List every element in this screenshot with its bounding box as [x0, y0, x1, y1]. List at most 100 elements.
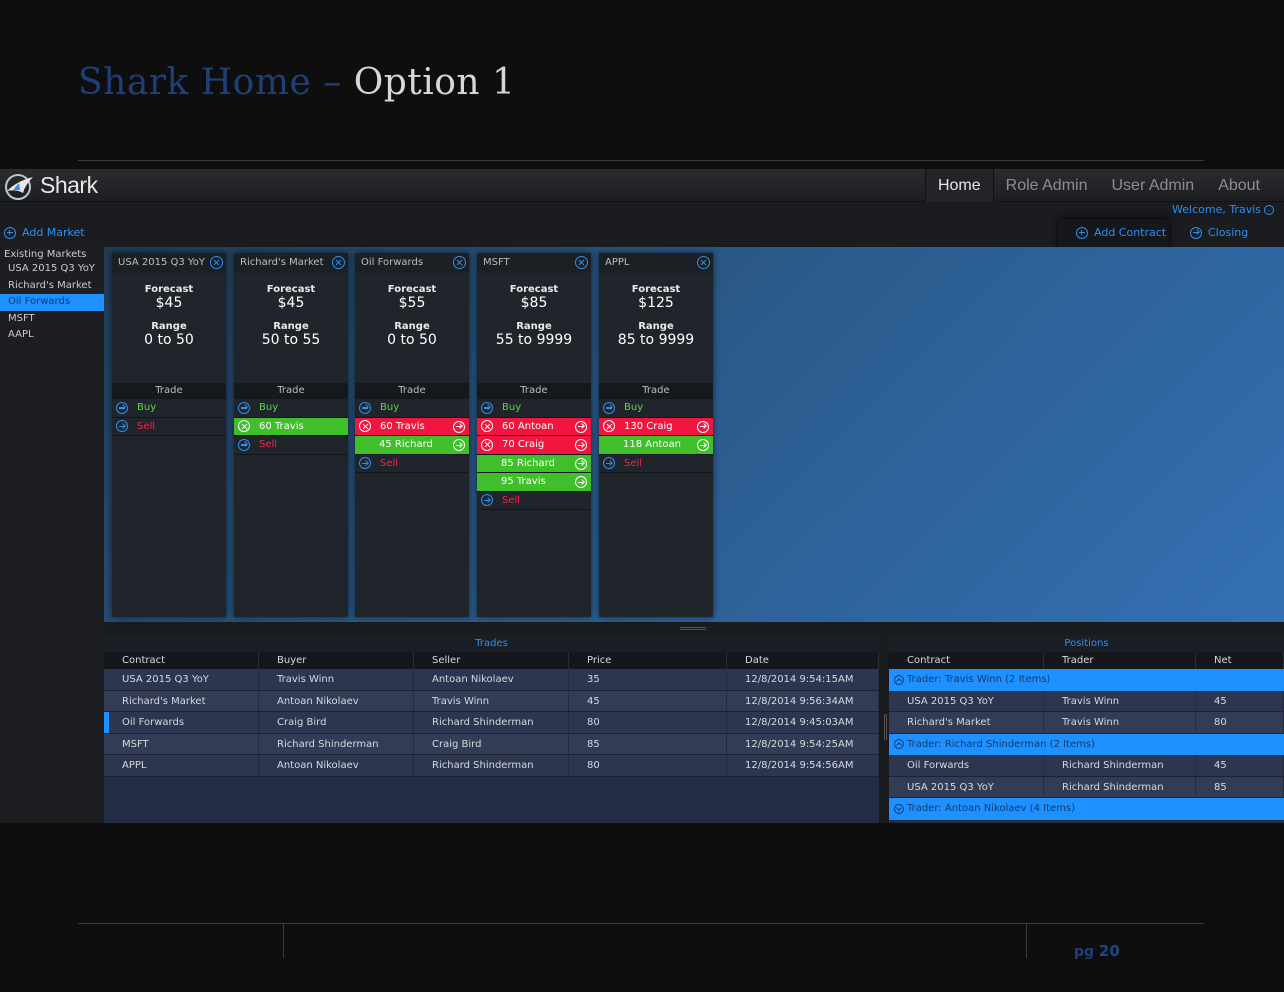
sell-label: Sell — [380, 457, 399, 469]
cancel-circle-icon[interactable] — [481, 420, 493, 433]
table-cell: Antoan Nikolaev — [259, 755, 414, 776]
bid-order-row[interactable]: 70 Craig — [477, 436, 591, 455]
table-row[interactable]: MSFT Richard Shinderman Craig Bird 85 12/8/2… — [104, 733, 879, 755]
arrow-right-circle-icon[interactable] — [575, 457, 587, 470]
sidebar-item[interactable]: Oil Forwards — [0, 294, 104, 311]
offer-order-row[interactable]: 85 Richard — [477, 454, 591, 473]
bid-order-row[interactable]: 60 Travis — [355, 417, 469, 436]
trades-column-header[interactable]: Contract — [104, 652, 259, 669]
close-circle-icon[interactable] — [453, 256, 466, 269]
table-cell: APPL — [104, 755, 259, 776]
nav-user-admin[interactable]: User Admin — [1111, 177, 1195, 194]
offer-order-row[interactable]: 45 Richard — [355, 436, 469, 455]
buy-label: Buy — [137, 402, 157, 414]
trade-header: Trade — [234, 383, 348, 399]
market-card: Oil Forwards Forecast $55 Range 0 to 50 Trade… — [355, 253, 469, 617]
table-row[interactable]: APPL Antoan Nikolaev Richard Shinderman 80 1… — [104, 755, 879, 777]
trades-column-header[interactable]: Seller — [414, 652, 569, 669]
market-card: USA 2015 Q3 YoY Forecast $45 Range 0 to 50 Tr… — [112, 253, 226, 617]
sidebar-item[interactable]: AAPL — [8, 329, 34, 340]
trader-group-header[interactable]: Trader: Antoan Nikolaev (4 Items) — [889, 798, 1284, 820]
page-number: pg 20 — [1074, 942, 1120, 960]
welcome-menu[interactable]: Welcome, Travis — [1172, 203, 1274, 216]
table-cell: 80 — [569, 755, 727, 776]
positions-column-header[interactable]: Net — [1196, 652, 1284, 669]
range-label: Range — [516, 321, 552, 332]
cancel-circle-icon[interactable] — [238, 420, 250, 433]
sell-button[interactable]: Sell — [234, 436, 348, 455]
trades-column-header[interactable]: Price — [569, 652, 727, 669]
offer-order-row[interactable]: 95 Travis — [477, 473, 591, 492]
trades-body: USA 2015 Q3 YoY Travis Winn Antoan Nikolae… — [104, 669, 879, 777]
sell-button[interactable]: Sell — [112, 418, 226, 436]
table-row[interactable]: Richard's Market Travis Winn 80 — [889, 712, 1284, 734]
closing-button[interactable]: Closing — [1190, 226, 1248, 239]
table-cell: Craig Bird — [259, 712, 414, 733]
arrow-right-circle-icon[interactable] — [575, 439, 587, 451]
positions-column-header[interactable]: Contract — [889, 652, 1044, 669]
table-row[interactable]: Oil Forwards Craig Bird Richard Shinderman… — [104, 712, 879, 734]
positions-column-header[interactable]: Trader — [1044, 652, 1196, 669]
market-name: Oil Forwards — [361, 257, 424, 268]
nav-home[interactable]: Home — [924, 169, 994, 202]
cancel-circle-icon[interactable] — [603, 420, 615, 433]
close-circle-icon[interactable] — [332, 256, 345, 269]
close-circle-icon[interactable] — [210, 256, 223, 269]
arrow-right-circle-icon[interactable] — [697, 439, 709, 451]
table-cell: Richard Shinderman — [1044, 776, 1196, 797]
top-bar: Shark Home Role Admin User Admin About W… — [0, 169, 1284, 216]
table-row[interactable]: Oil Forwards Richard Shinderman 45 — [889, 755, 1284, 777]
arrow-right-circle-icon[interactable] — [575, 476, 587, 488]
buy-button[interactable]: Buy — [234, 399, 348, 418]
nav-role-admin[interactable]: Role Admin — [1005, 177, 1088, 194]
table-row[interactable]: USA 2015 Q3 YoY Travis Winn 45 — [889, 690, 1284, 712]
nav-about[interactable]: About — [1218, 177, 1260, 194]
arrow-right-circle-icon[interactable] — [575, 420, 587, 433]
sidebar-item[interactable]: Richard's Market — [8, 279, 92, 291]
arrow-right-circle-icon — [603, 401, 615, 414]
close-circle-icon[interactable] — [697, 256, 710, 269]
cancel-circle-icon[interactable] — [359, 420, 371, 433]
table-cell: 12/8/2014 9:54:25AM — [727, 733, 879, 754]
buy-button[interactable]: Buy — [112, 399, 226, 418]
offer-order-row[interactable]: 118 Antoan — [599, 436, 713, 455]
arrow-right-circle-icon[interactable] — [697, 420, 709, 433]
trader-group-label: Trader: Antoan Nikolaev (4 Items) — [907, 803, 1076, 814]
add-market-button[interactable]: Add Market — [4, 226, 85, 239]
trader-group-header[interactable]: Trader: Richard Shinderman (2 Items) — [889, 733, 1284, 755]
order-label: 45 Richard — [379, 439, 433, 451]
sidebar-item[interactable]: MSFT — [8, 312, 35, 324]
table-row[interactable]: Richard's Market Antoan Nikolaev Travis Wi… — [104, 690, 879, 712]
vertical-splitter-handle[interactable] — [884, 714, 887, 740]
range-label: Range — [273, 321, 309, 332]
buy-button[interactable]: Buy — [355, 399, 469, 418]
add-contract-button[interactable]: Add Contract — [1076, 226, 1166, 239]
bid-order-row[interactable]: 130 Craig — [599, 417, 713, 436]
market-board: USA 2015 Q3 YoY Forecast $45 Range 0 to 50 Tr… — [104, 247, 1284, 622]
forecast-label: Forecast — [631, 284, 681, 295]
trades-column-header[interactable]: Date — [727, 652, 879, 669]
arrow-right-circle-icon[interactable] — [453, 439, 465, 451]
trader-group-header[interactable]: Trader: Travis Winn (2 Items) — [889, 669, 1284, 691]
horizontal-splitter-handle[interactable] — [680, 627, 706, 630]
own-offer-row[interactable]: 60 Travis — [234, 417, 348, 436]
close-circle-icon[interactable] — [575, 256, 588, 269]
trades-column-header[interactable]: Buyer — [259, 652, 414, 669]
arrow-right-circle-icon — [238, 438, 250, 451]
buy-button[interactable]: Buy — [599, 399, 713, 418]
market-card: Richard's Market Forecast $45 Range 50 to 55… — [234, 253, 348, 617]
forecast-label: Forecast — [387, 284, 437, 295]
arrow-right-circle-icon[interactable] — [453, 420, 465, 433]
sell-button[interactable]: Sell — [477, 492, 591, 510]
arrow-right-circle-icon — [238, 401, 250, 414]
table-row[interactable]: USA 2015 Q3 YoY Richard Shinderman 85 — [889, 776, 1284, 798]
arrow-right-circle-icon — [116, 401, 128, 414]
table-row[interactable]: USA 2015 Q3 YoY Travis Winn Antoan Nikolae… — [104, 669, 879, 691]
arrow-right-circle-icon — [359, 401, 371, 414]
bid-order-row[interactable]: 60 Antoan — [477, 417, 591, 436]
buy-button[interactable]: Buy — [477, 399, 591, 418]
sell-button[interactable]: Sell — [355, 455, 469, 473]
sidebar-item[interactable]: USA 2015 Q3 YoY — [8, 263, 95, 274]
cancel-circle-icon[interactable] — [481, 438, 493, 451]
sell-button[interactable]: Sell — [599, 455, 713, 473]
